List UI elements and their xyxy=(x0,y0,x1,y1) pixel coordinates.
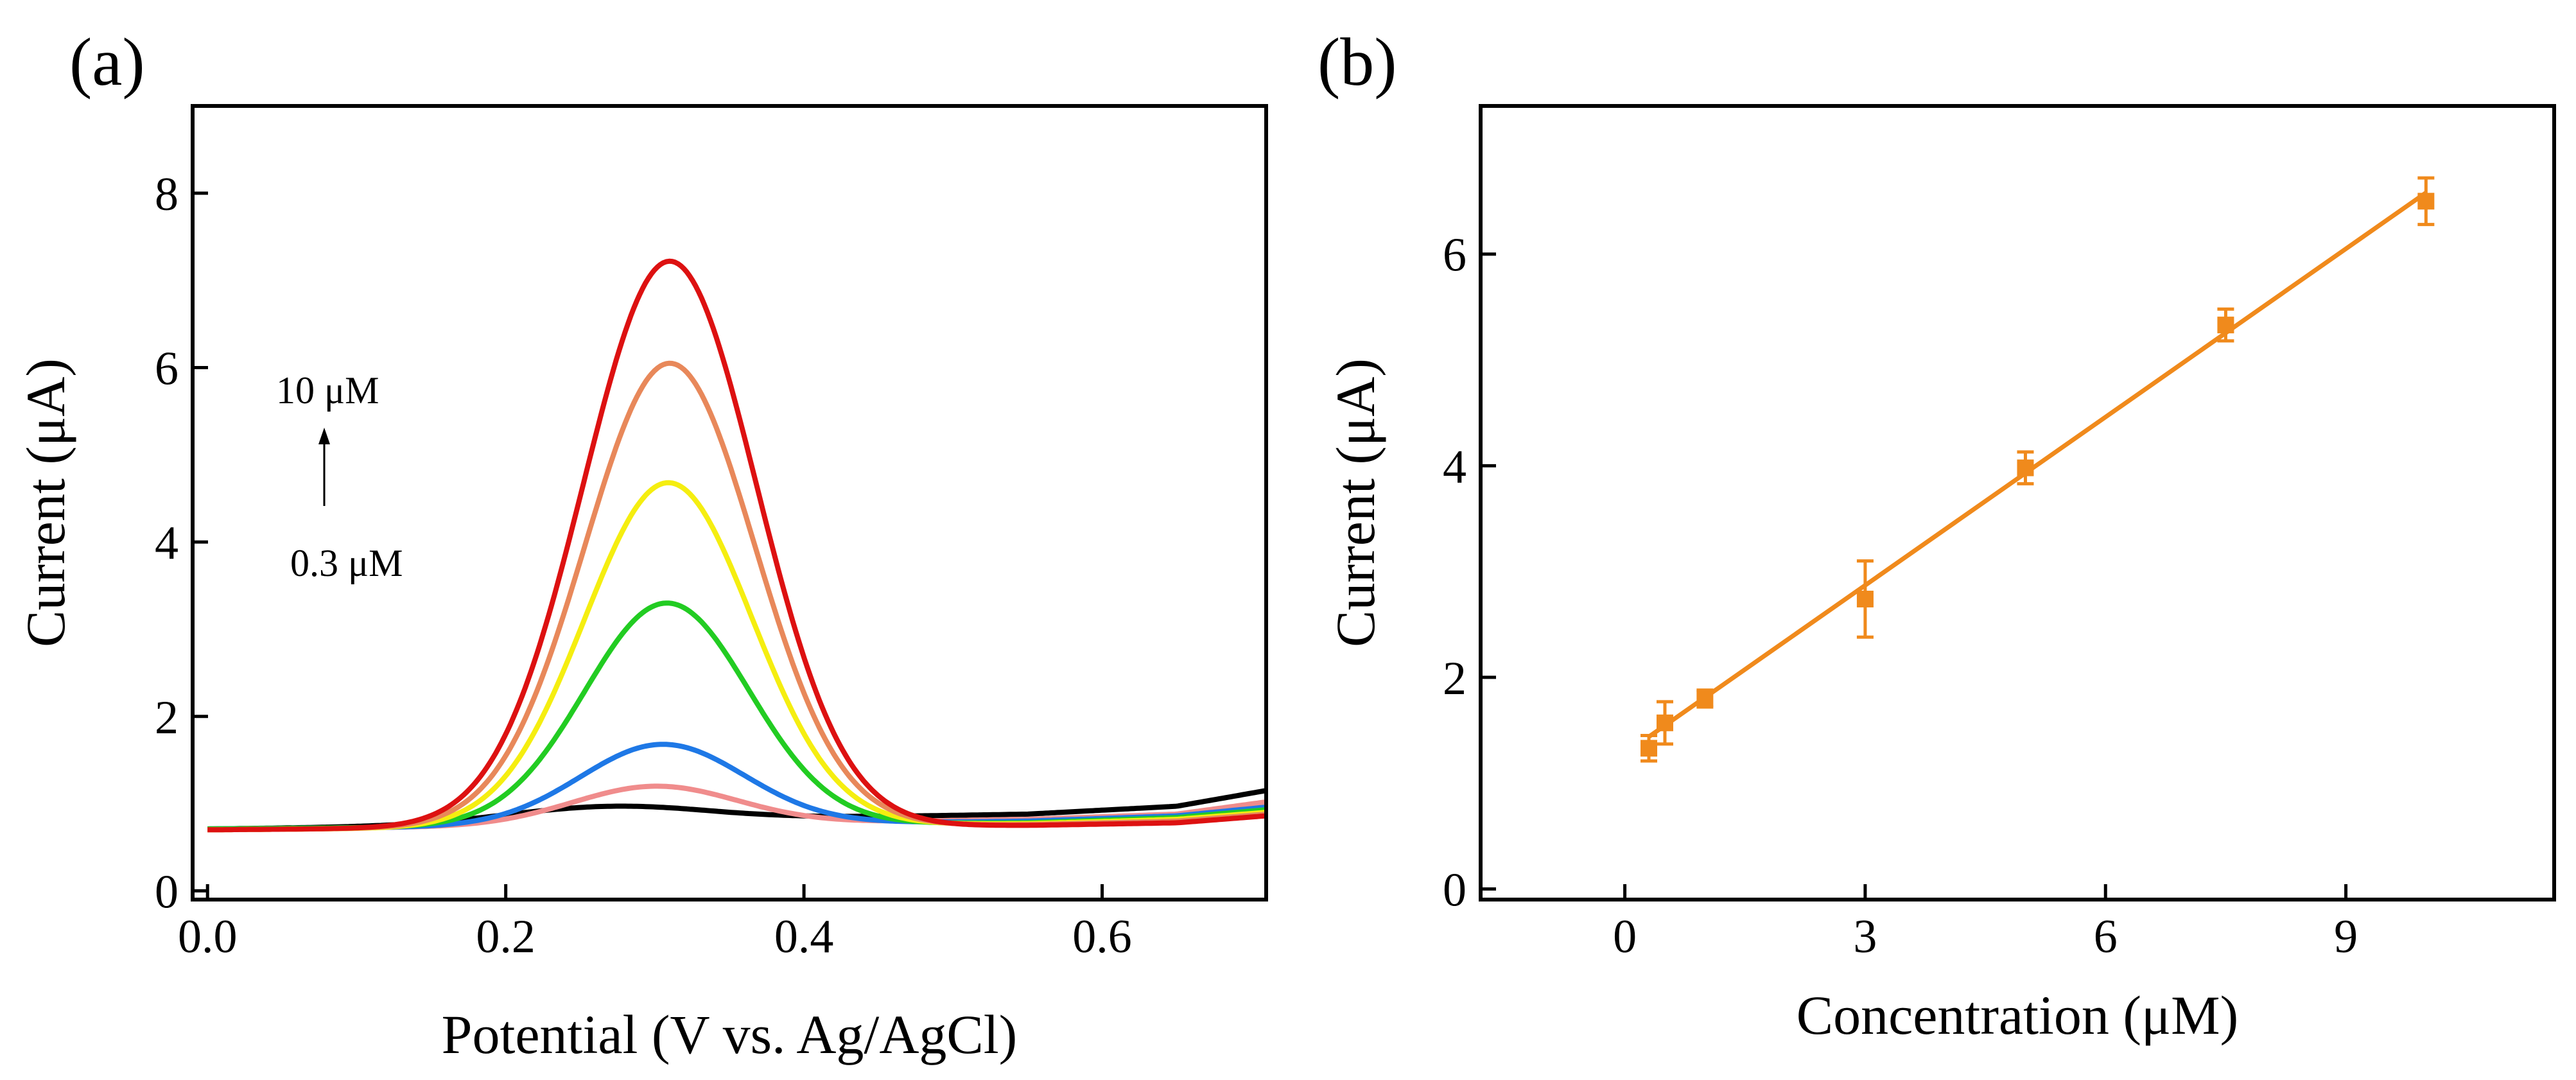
series-line-10M xyxy=(207,258,1267,833)
data-point xyxy=(2217,317,2234,334)
panel-a-frame xyxy=(191,104,1268,901)
panel-b-label: (b) xyxy=(1318,24,1397,100)
panel-a-y-tick-label: 0 xyxy=(155,866,178,918)
panel-a-ticks: 0.0 0.2 0.4 0.6 0 2 4 6 8 xyxy=(155,168,1132,963)
series-line-5M xyxy=(207,480,1267,833)
panel-b-y-tick-label: 4 xyxy=(1443,440,1466,493)
series-line-3M xyxy=(207,600,1267,832)
data-point xyxy=(1856,590,1874,607)
panel-a-y-axis-label: Current (μA) xyxy=(15,358,76,647)
panel-b-x-tick-label: 0 xyxy=(1613,910,1637,963)
panel-b-ticks: 0 3 6 9 0 2 4 6 xyxy=(1443,229,2358,963)
panel-a-y-tick-label: 4 xyxy=(155,517,178,570)
panel-b-frame xyxy=(1479,104,2556,901)
panel-a-label: (a) xyxy=(69,24,145,100)
series-line-1M xyxy=(207,742,1267,832)
data-point xyxy=(1656,714,1673,731)
panel-a-x-tick-label: 0.2 xyxy=(476,910,535,963)
panel-b-x-tick-label: 9 xyxy=(2334,910,2358,963)
panel-b-y-axis-label: Current (μA) xyxy=(1325,358,1386,647)
annotation-bottom-label: 0.3 μM xyxy=(290,542,403,584)
panel-a-annotation: 10 μM 0.3 μM xyxy=(276,369,403,584)
data-point xyxy=(2417,193,2435,210)
panel-b: (b) 0 3 6 9 0 2 4 6 Concentration (μM) Current … xyxy=(1318,24,2556,1046)
annotation-top-label: 10 μM xyxy=(276,369,379,412)
data-point xyxy=(1640,740,1658,757)
panel-a-y-tick-label: 8 xyxy=(155,168,178,221)
panel-a-x-axis-label: Potential (V vs. Ag/AgCl) xyxy=(442,1004,1018,1065)
panel-a-curves xyxy=(207,258,1267,833)
panel-b-x-axis-label: Concentration (μM) xyxy=(1797,984,2239,1046)
panel-a: (a) 0.0 0.2 0.4 0.6 0 2 4 6 8 10 μM 0.3 μM Poten… xyxy=(15,24,1268,1065)
series-line-7.5M xyxy=(207,360,1267,833)
panel-b-y-tick-label: 0 xyxy=(1443,864,1466,917)
panel-a-x-tick-label: 0.4 xyxy=(774,910,834,963)
panel-b-plot xyxy=(1640,176,2435,763)
arrow-up-icon xyxy=(318,428,330,444)
panel-b-x-tick-label: 6 xyxy=(2094,910,2118,963)
fit-line xyxy=(1648,191,2428,739)
panel-a-y-tick-label: 6 xyxy=(155,342,178,395)
data-point xyxy=(1696,690,1714,707)
panel-a-x-tick-label: 0.0 xyxy=(178,910,238,963)
panel-b-y-tick-label: 2 xyxy=(1443,652,1466,705)
panel-b-y-tick-label: 6 xyxy=(1443,229,1466,282)
data-point xyxy=(2017,459,2034,476)
panel-a-y-tick-label: 2 xyxy=(155,692,178,744)
panel-a-x-tick-label: 0.6 xyxy=(1072,910,1132,963)
panel-b-x-tick-label: 3 xyxy=(1853,910,1877,963)
